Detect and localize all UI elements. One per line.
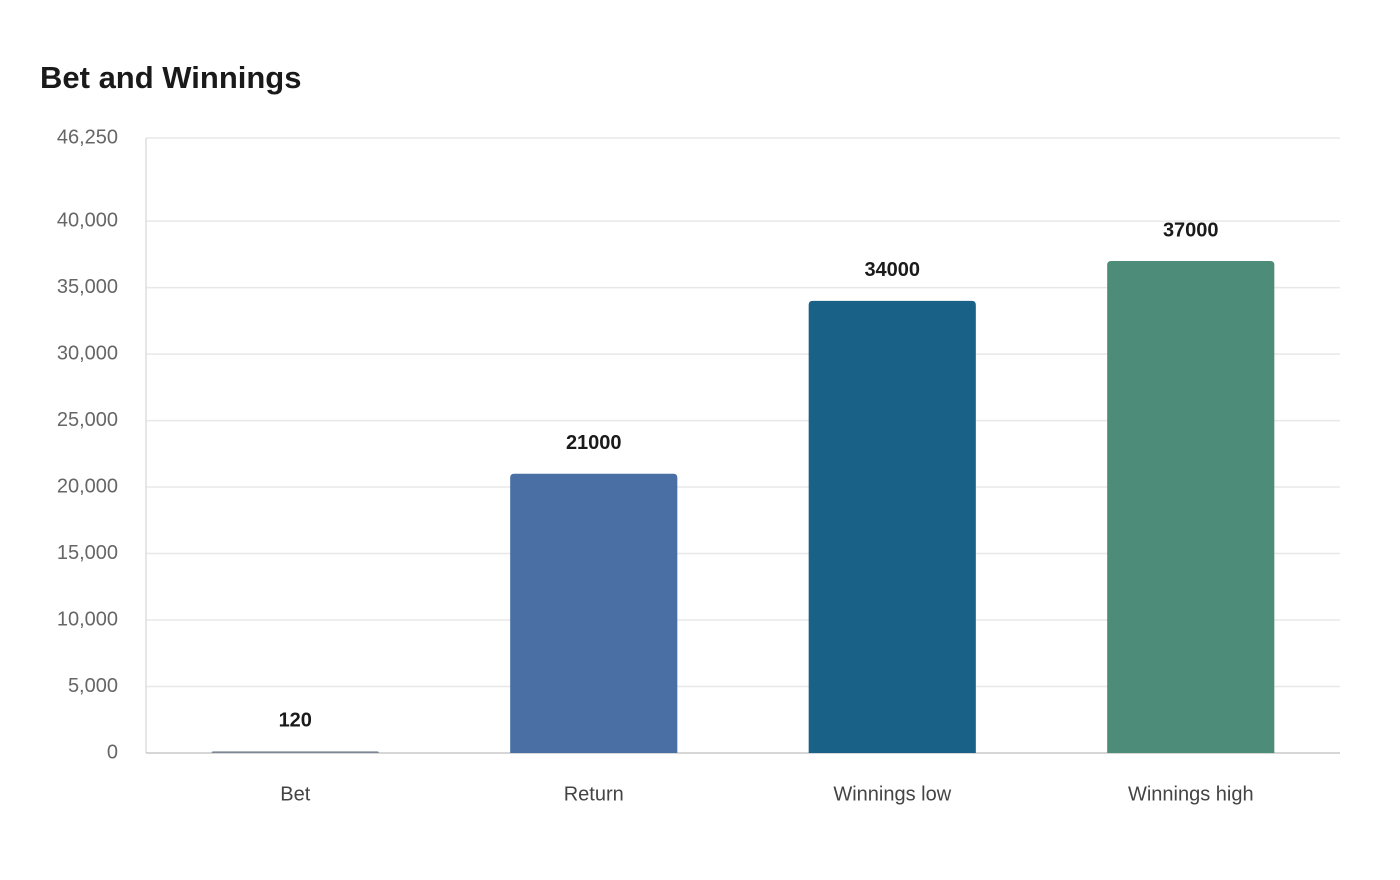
y-tick-label: 20,000 — [57, 475, 118, 497]
bar — [211, 751, 379, 753]
y-tick-label: 15,000 — [57, 542, 118, 564]
y-tick-label: 35,000 — [57, 276, 118, 298]
bar — [510, 473, 678, 753]
y-tick-label: 30,000 — [57, 342, 118, 364]
x-tick-label: Winnings low — [833, 783, 951, 805]
value-label: 21000 — [566, 432, 622, 454]
y-tick-label: 25,000 — [57, 409, 118, 431]
value-label: 120 — [279, 710, 312, 732]
y-tick-label: 5,000 — [68, 675, 118, 697]
value-label: 37000 — [1163, 219, 1219, 241]
x-tick-label: Return — [564, 783, 624, 805]
value-label: 34000 — [864, 259, 920, 281]
x-tick-label: Winnings high — [1128, 783, 1254, 805]
bar — [808, 300, 976, 753]
bar — [1107, 261, 1275, 753]
y-tick-label: 10,000 — [57, 608, 118, 630]
x-tick-label: Bet — [280, 783, 310, 805]
y-tick-label: 46,250 — [57, 126, 118, 148]
y-tick-label: 40,000 — [57, 209, 118, 231]
chart-title: Bet and Winnings — [40, 60, 302, 95]
y-tick-label: 0 — [107, 741, 118, 763]
